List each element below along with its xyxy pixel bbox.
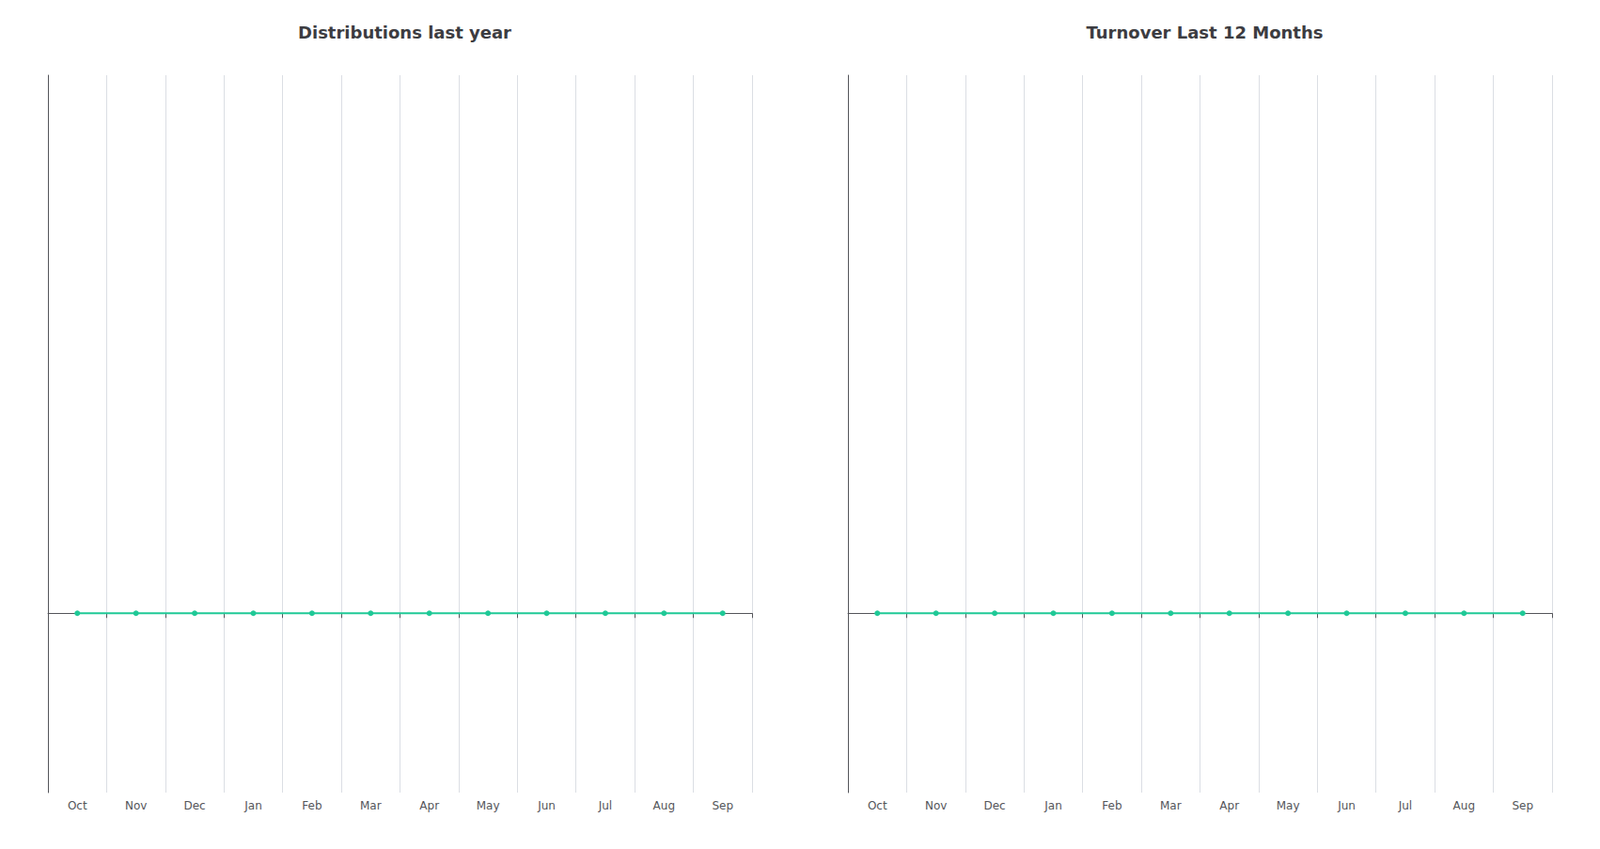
svg-text:Jun: Jun	[1336, 799, 1356, 813]
svg-text:Aug: Aug	[1453, 799, 1475, 813]
svg-text:May: May	[476, 799, 501, 813]
svg-text:Apr: Apr	[419, 799, 440, 813]
svg-text:Mar: Mar	[360, 799, 382, 813]
svg-text:Jul: Jul	[597, 799, 612, 813]
svg-text:Turnover Last 12 Months: Turnover Last 12 Months	[1086, 22, 1324, 43]
svg-text:Nov: Nov	[925, 799, 947, 813]
svg-text:Oct: Oct	[67, 799, 88, 813]
svg-text:Dec: Dec	[183, 799, 205, 813]
svg-text:Jun: Jun	[536, 799, 556, 813]
svg-text:Apr: Apr	[1219, 799, 1240, 813]
svg-text:Distributions last year: Distributions last year	[298, 22, 512, 43]
svg-text:Dec: Dec	[983, 799, 1005, 813]
svg-text:Feb: Feb	[1101, 799, 1122, 813]
svg-text:Nov: Nov	[125, 799, 147, 813]
svg-text:Feb: Feb	[301, 799, 322, 813]
svg-text:Sep: Sep	[1511, 799, 1534, 813]
svg-text:Jan: Jan	[1043, 799, 1063, 813]
svg-text:Sep: Sep	[711, 799, 734, 813]
svg-text:Oct: Oct	[867, 799, 888, 813]
svg-text:Jan: Jan	[243, 799, 263, 813]
svg-text:Jul: Jul	[1397, 799, 1412, 813]
svg-text:Mar: Mar	[1160, 799, 1182, 813]
svg-text:Aug: Aug	[653, 799, 675, 813]
svg-text:May: May	[1276, 799, 1301, 813]
